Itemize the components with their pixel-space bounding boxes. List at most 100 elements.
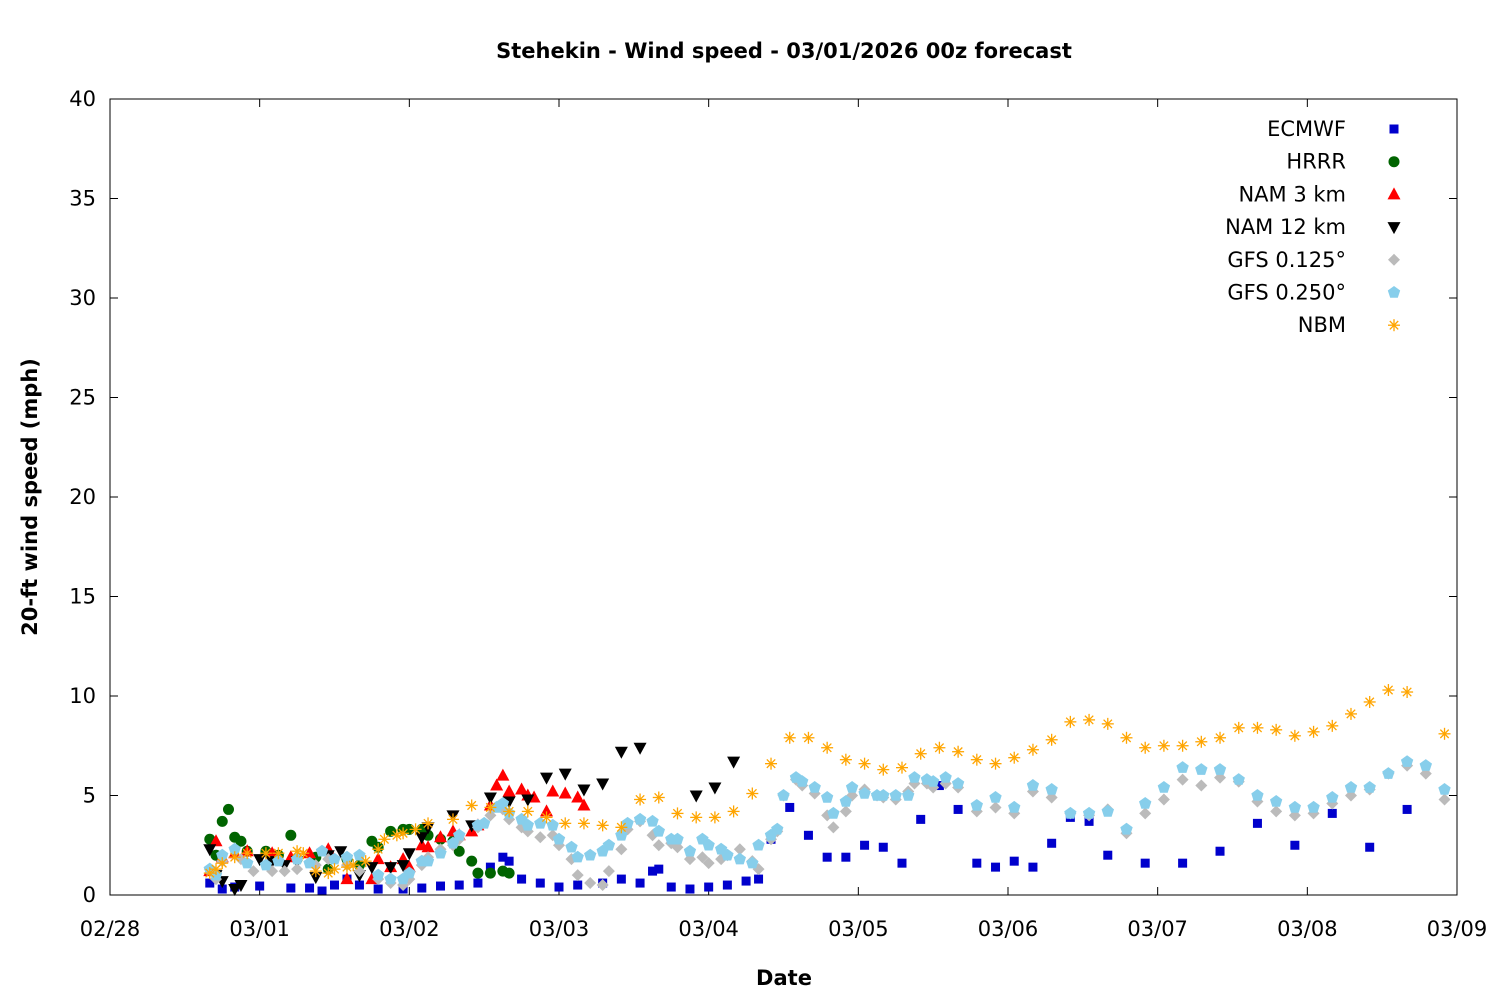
y-tick-label: 10 xyxy=(69,684,96,708)
data-point xyxy=(648,866,658,876)
data-point xyxy=(490,778,504,791)
data-point xyxy=(615,821,628,834)
y-tick-label: 25 xyxy=(69,386,96,410)
data-point xyxy=(478,816,491,829)
data-point xyxy=(446,813,459,826)
x-tick-label: 03/01 xyxy=(229,917,290,941)
data-point xyxy=(228,851,241,864)
data-point xyxy=(1270,795,1283,807)
data-point xyxy=(253,854,267,867)
data-point xyxy=(278,865,291,878)
data-point xyxy=(1251,721,1264,734)
data-point xyxy=(952,745,965,758)
legend-marker-icon xyxy=(1388,156,1400,168)
data-point xyxy=(434,830,448,843)
data-point xyxy=(1064,715,1077,728)
x-tick-label: 02/28 xyxy=(80,917,141,941)
data-point xyxy=(521,818,534,831)
data-point xyxy=(1103,850,1113,860)
data-point xyxy=(453,828,466,841)
data-point xyxy=(334,846,348,859)
data-point xyxy=(484,867,496,879)
data-point xyxy=(259,847,272,860)
x-tick-label: 03/06 xyxy=(978,917,1039,941)
data-point xyxy=(654,864,664,874)
data-point xyxy=(614,746,628,759)
data-point xyxy=(216,857,229,870)
data-point xyxy=(1382,767,1395,779)
data-point xyxy=(1157,793,1170,806)
data-point xyxy=(216,815,228,827)
data-point xyxy=(483,792,497,805)
data-point xyxy=(317,886,327,896)
data-point xyxy=(241,856,254,869)
data-point xyxy=(733,852,746,865)
data-point xyxy=(503,805,516,818)
data-point xyxy=(1139,807,1152,820)
data-point xyxy=(652,824,665,837)
data-point xyxy=(496,797,510,809)
data-point xyxy=(1139,741,1152,754)
data-point xyxy=(409,823,422,836)
data-point xyxy=(635,878,645,888)
data-point xyxy=(908,771,921,783)
x-tick-label: 03/02 xyxy=(379,917,440,941)
legend-marker-icon xyxy=(1387,187,1401,200)
data-point xyxy=(1178,858,1188,868)
data-point xyxy=(1365,842,1375,852)
data-point xyxy=(939,771,952,783)
data-point xyxy=(1157,739,1170,752)
data-point xyxy=(1026,743,1039,756)
data-point xyxy=(328,863,341,876)
x-axis-label: Date xyxy=(756,966,812,990)
data-point xyxy=(877,789,890,801)
data-point xyxy=(951,777,965,789)
data-point xyxy=(473,878,483,888)
data-point xyxy=(989,801,1002,814)
data-point xyxy=(571,850,584,863)
data-point xyxy=(633,742,647,755)
data-point xyxy=(1251,789,1264,801)
data-point xyxy=(584,848,597,861)
data-point xyxy=(1195,779,1208,792)
data-point xyxy=(721,848,734,861)
data-point xyxy=(1215,846,1225,856)
data-point xyxy=(503,867,515,879)
data-point xyxy=(1344,707,1357,720)
y-tick-label: 20 xyxy=(69,485,96,509)
data-point xyxy=(378,833,391,846)
data-point xyxy=(696,851,709,864)
data-point xyxy=(472,867,484,879)
data-point xyxy=(1326,791,1339,803)
data-point xyxy=(754,874,764,884)
data-point xyxy=(1045,733,1058,746)
legend-item: NAM 12 km xyxy=(1225,215,1401,239)
data-point xyxy=(646,814,659,827)
data-point xyxy=(466,855,478,867)
data-point xyxy=(616,874,626,884)
data-point xyxy=(822,852,832,862)
data-point xyxy=(571,869,584,882)
data-point xyxy=(783,731,796,744)
data-point xyxy=(234,880,248,893)
data-point xyxy=(821,791,834,803)
data-point xyxy=(1400,755,1414,767)
data-point xyxy=(286,883,296,893)
data-point xyxy=(1101,717,1114,730)
data-point xyxy=(216,848,229,861)
data-point xyxy=(546,818,559,831)
data-point xyxy=(1009,856,1019,866)
y-tick-label: 5 xyxy=(83,784,96,808)
data-point xyxy=(577,817,590,830)
data-point xyxy=(1419,759,1432,771)
data-point xyxy=(417,883,427,893)
legend-label: NAM 3 km xyxy=(1238,182,1346,206)
data-point xyxy=(573,880,583,890)
data-point xyxy=(1402,804,1412,814)
data-point xyxy=(1252,818,1262,828)
data-point xyxy=(689,790,703,803)
x-tick-label: 03/04 xyxy=(678,917,739,941)
data-point xyxy=(927,775,940,787)
data-point xyxy=(741,876,751,886)
data-point xyxy=(1139,797,1152,809)
